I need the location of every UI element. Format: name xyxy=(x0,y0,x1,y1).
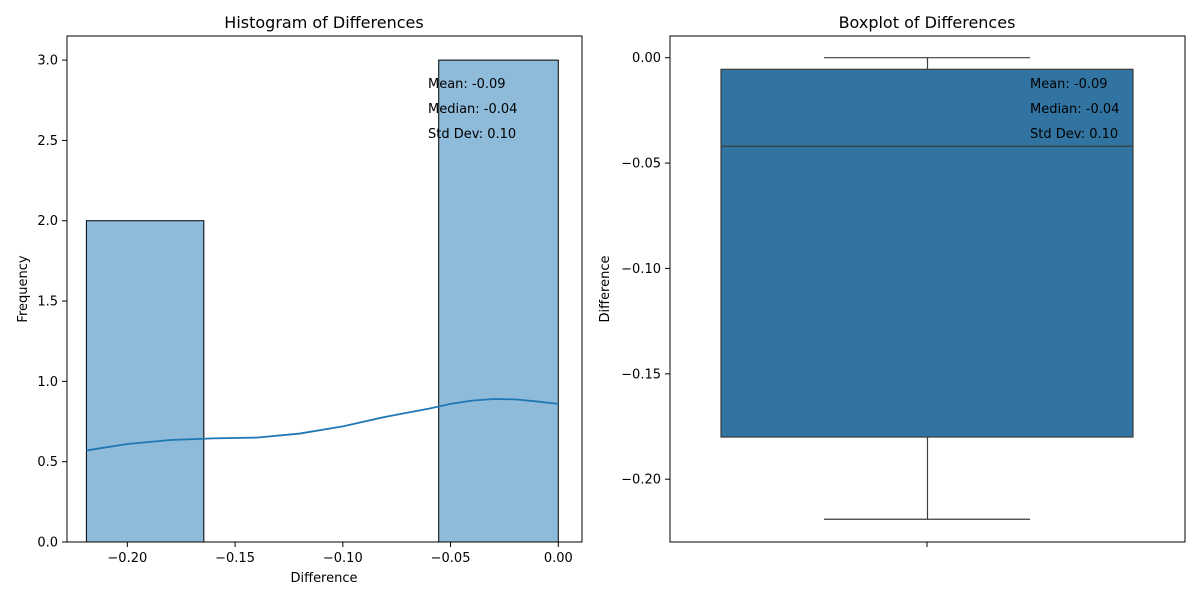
histogram-y-tick-label: 0.0 xyxy=(37,536,58,551)
boxplot-stat-annotation: Std Dev: 0.10 xyxy=(1030,127,1118,142)
histogram-x-tick-label: −0.15 xyxy=(215,551,255,566)
histogram-y-tick-label: 2.5 xyxy=(37,134,58,149)
histogram-stat-annotation: Std Dev: 0.10 xyxy=(428,127,516,142)
histogram-bar xyxy=(85,220,205,543)
boxplot-y-tick-label: 0.00 xyxy=(632,51,661,66)
histogram-x-axis-label: Difference xyxy=(290,571,357,586)
histogram-y-tick-label: 1.0 xyxy=(37,375,58,390)
histogram-stat-annotation: Median: -0.04 xyxy=(428,102,517,117)
histogram-y-tick-label: 2.0 xyxy=(37,214,58,229)
boxplot-stats-annotations: Mean: -0.09 Median: -0.04 Std Dev: 0.10 xyxy=(1030,77,1119,142)
histogram-kde-line xyxy=(86,398,559,452)
histogram-x-ticks: −0.20 −0.15 −0.10 −0.05 0.00 xyxy=(107,542,573,566)
boxplot-y-ticks: 0.00 −0.05 −0.10 −0.15 −0.20 xyxy=(621,51,670,488)
histogram-y-tick-label: 1.5 xyxy=(37,295,58,310)
histogram-stats-annotations: Mean: -0.09 Median: -0.04 Std Dev: 0.10 xyxy=(428,77,517,142)
histogram-x-tick-label: −0.20 xyxy=(107,551,147,566)
histogram-x-tick-label: 0.00 xyxy=(544,551,573,566)
boxplot-y-axis-label: Difference xyxy=(598,255,613,322)
boxplot-y-tick-label: −0.10 xyxy=(621,262,661,277)
histogram-stat-annotation: Mean: -0.09 xyxy=(428,77,506,92)
histogram-y-tick-label: 3.0 xyxy=(37,54,58,69)
histogram-y-tick-label: 0.5 xyxy=(37,455,58,470)
boxplot-y-tick-label: −0.20 xyxy=(621,473,661,488)
boxplot-y-tick-label: −0.05 xyxy=(621,157,661,172)
boxplot-box-group xyxy=(720,57,1134,520)
histogram-bar xyxy=(438,59,559,543)
histogram-title: Histogram of Differences xyxy=(224,13,423,32)
histogram-y-axis-label: Frequency xyxy=(16,255,31,322)
histogram-axes-frame xyxy=(66,35,583,543)
boxplot-panel: Boxplot of Differences 0.00 −0.05 −0.10 −0.… xyxy=(598,13,1186,547)
histogram-x-tick-label: −0.05 xyxy=(431,551,471,566)
histogram-x-tick-label: −0.10 xyxy=(323,551,363,566)
histogram-bars xyxy=(85,59,559,543)
boxplot-y-tick-label: −0.15 xyxy=(621,367,661,382)
boxplot-stat-annotation: Mean: -0.09 xyxy=(1030,77,1108,92)
boxplot-stat-annotation: Median: -0.04 xyxy=(1030,102,1119,117)
boxplot-box xyxy=(720,68,1134,438)
histogram-y-ticks: 0.0 0.5 1.0 1.5 2.0 2.5 3.0 xyxy=(37,54,67,551)
boxplot-title: Boxplot of Differences xyxy=(839,13,1016,32)
histogram-panel: Histogram of Differences −0.20 −0.15 −0.10… xyxy=(16,13,583,586)
